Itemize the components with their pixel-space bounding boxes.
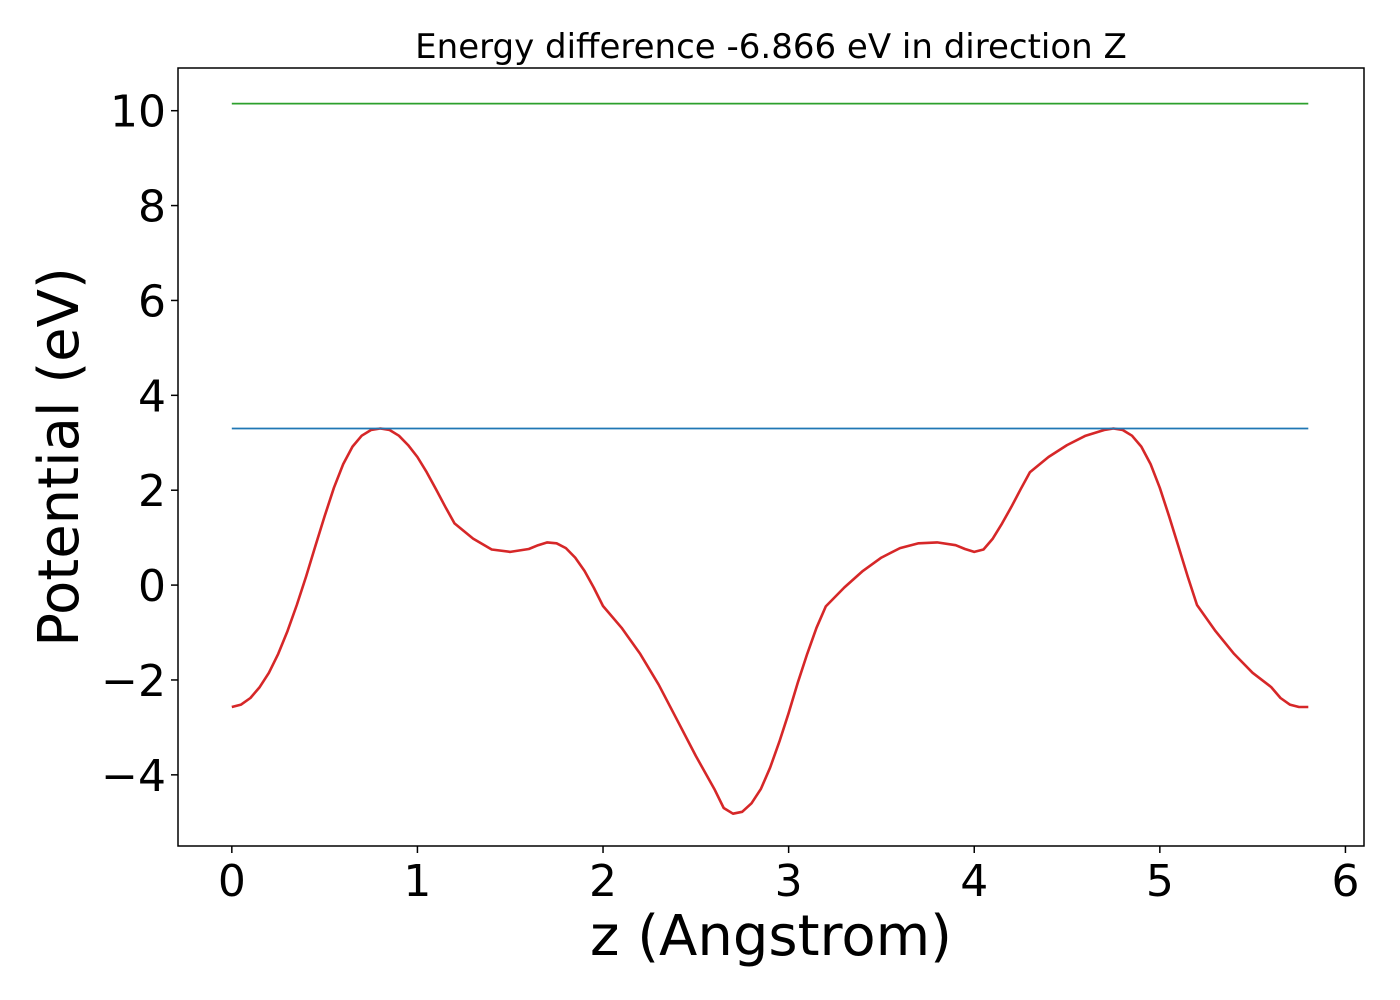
series-layer <box>231 102 1309 816</box>
x-tick-label: 0 <box>218 856 246 907</box>
x-tick-label: 3 <box>775 856 803 907</box>
y-axis-label: Potential (eV) <box>27 267 92 647</box>
plot-frame <box>177 67 1365 847</box>
y-tick-label: 0 <box>138 561 166 612</box>
x-axis-label: z (Angstrom) <box>590 904 952 969</box>
y-tick-label: −4 <box>101 751 166 802</box>
y-axis-ticks: −4 −2 0 2 4 6 8 10 <box>101 87 178 802</box>
y-tick-label: 10 <box>110 87 166 138</box>
x-tick-label: 5 <box>1146 856 1174 907</box>
chart-title: Energy difference -6.866 eV in direction… <box>415 27 1127 67</box>
x-tick-label: 1 <box>403 856 431 907</box>
y-tick-label: 8 <box>138 182 166 233</box>
x-axis-ticks: 0 1 2 3 4 5 6 <box>218 846 1359 907</box>
y-tick-label: 6 <box>138 276 166 327</box>
series-line-1 <box>231 427 1309 816</box>
x-tick-label: 6 <box>1331 856 1359 907</box>
y-tick-label: 2 <box>138 466 166 517</box>
x-tick-label: 2 <box>589 856 617 907</box>
x-tick-label: 4 <box>960 856 988 907</box>
y-tick-label: 4 <box>138 371 166 422</box>
y-tick-label: −2 <box>101 656 166 707</box>
